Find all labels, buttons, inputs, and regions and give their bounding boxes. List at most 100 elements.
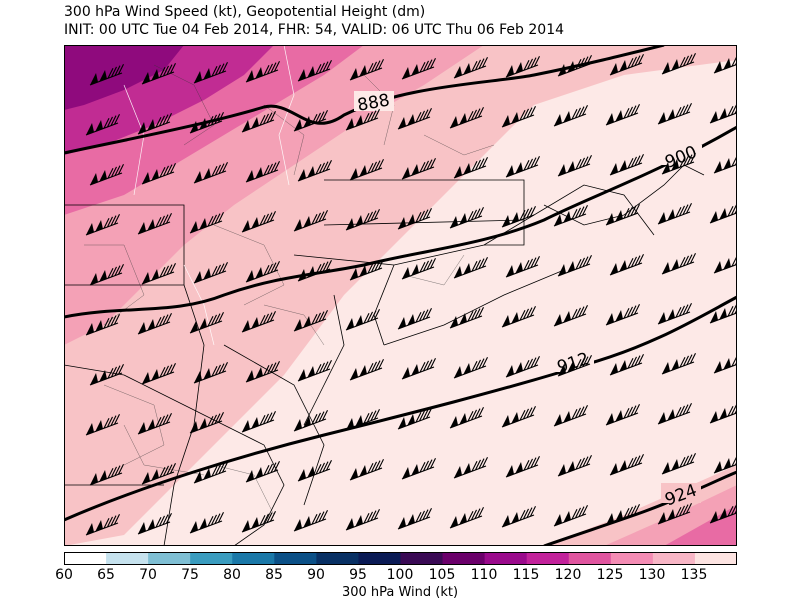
wind-barb: [713, 55, 737, 74]
colorbar-label: 300 hPa Wind (kt): [341, 585, 459, 600]
wind-barb: [397, 408, 432, 430]
wind-barb: [345, 109, 380, 131]
wind-barb: [501, 406, 536, 428]
colorbar-tick-label: 125: [596, 567, 624, 583]
wind-barb: [245, 361, 280, 383]
wind-barb: [553, 205, 588, 227]
wind-barb: [505, 356, 540, 378]
wind-barb: [297, 160, 332, 182]
wind-barb: [401, 458, 436, 480]
wind-barb: [137, 313, 172, 335]
colorbar-segment: [148, 552, 191, 565]
wind-barb: [657, 303, 692, 325]
wind-barb: [453, 457, 488, 479]
wind-barb: [661, 353, 696, 375]
colorbar-segment: [568, 552, 612, 565]
wind-barb: [453, 57, 488, 79]
wind-barb: [609, 354, 644, 376]
wind-barb: [605, 404, 640, 426]
wind-barb: [501, 206, 536, 228]
colorbar-segment: [358, 552, 401, 565]
wind-map: 888 900 912 924: [64, 45, 737, 546]
wind-barb: [605, 304, 640, 326]
wind-barb: [241, 411, 276, 433]
wind-barb: [189, 112, 224, 134]
colorbar-segment: [526, 552, 570, 565]
wind-barb: [89, 464, 124, 486]
wind-barb: [85, 414, 120, 436]
wind-barb: [349, 59, 384, 81]
wind-barb: [345, 309, 380, 331]
map-frame: [64, 45, 737, 546]
wind-barb: [245, 61, 280, 83]
colorbar-tick-label: 120: [554, 567, 582, 583]
wind-barb: [141, 463, 176, 485]
wind-barb: [241, 311, 276, 333]
wind-barb: [397, 108, 432, 130]
wind-barb: [609, 254, 644, 276]
wind-barb: [137, 213, 172, 235]
wind-barb: [137, 413, 172, 435]
colorbar-segment: [484, 552, 528, 565]
wind-barb: [501, 306, 536, 328]
wind-barb: [189, 512, 224, 534]
wind-barb: [349, 259, 384, 281]
colorbar-tick-label: 65: [97, 567, 115, 583]
colorbar-tick-label: 110: [470, 567, 498, 583]
wind-barb: [293, 510, 328, 532]
wind-barb: [657, 503, 692, 525]
wind-barb: [557, 255, 592, 277]
wind-barb: [553, 105, 588, 127]
wind-barb: [657, 403, 692, 425]
map-subtitle: INIT: 00 UTC Tue 04 Feb 2014, FHR: 54, V…: [64, 22, 565, 38]
wind-barb: [297, 460, 332, 482]
wind-barb: [349, 359, 384, 381]
wind-barb: [137, 113, 172, 135]
colorbar-tick-label: 70: [139, 567, 157, 583]
wind-barb: [137, 513, 172, 535]
wind-barb: [453, 357, 488, 379]
wind-barb: [449, 507, 484, 529]
colorbar-tick-label: 115: [512, 567, 540, 583]
wind-barb: [241, 211, 276, 233]
map-title: 300 hPa Wind Speed (kt), Geopotential He…: [64, 4, 426, 20]
wind-barbs: [85, 53, 737, 536]
wind-barb: [345, 409, 380, 431]
wind-barb: [141, 363, 176, 385]
wind-barb: [397, 308, 432, 330]
height-contours: [64, 45, 737, 546]
wind-barb: [453, 257, 488, 279]
wind-barb: [189, 412, 224, 434]
colorbar-segment: [106, 552, 149, 565]
wind-barb: [553, 405, 588, 427]
colorbar-segment: [316, 552, 359, 565]
wind-barb: [89, 64, 124, 86]
wind-barb: [553, 505, 588, 527]
wind-barb: [557, 55, 592, 77]
wind-barb: [297, 60, 332, 82]
wind-barb: [89, 364, 124, 386]
wind-barb: [605, 204, 640, 226]
contour-888: [64, 45, 665, 155]
wind-barb: [345, 509, 380, 531]
wind-barb: [193, 62, 228, 84]
wind-barb: [141, 263, 176, 285]
wind-barb: [453, 157, 488, 179]
wind-barb: [709, 104, 737, 124]
wind-barb: [501, 506, 536, 528]
colorbar-segment: [610, 552, 654, 565]
wind-barb: [397, 208, 432, 230]
wind-barb: [85, 514, 120, 536]
wind-barb: [85, 314, 120, 336]
wind-barb: [293, 110, 328, 132]
wind-barb: [609, 154, 644, 176]
wind-barb: [89, 264, 124, 286]
wind-barb: [85, 114, 120, 136]
wind-barb: [241, 111, 276, 133]
wind-barb: [657, 103, 692, 125]
wind-barb: [141, 63, 176, 85]
wind-barb: [605, 504, 640, 526]
wind-barb: [85, 214, 120, 236]
wind-barb: [89, 164, 124, 186]
colorbar-segment: [232, 552, 275, 565]
